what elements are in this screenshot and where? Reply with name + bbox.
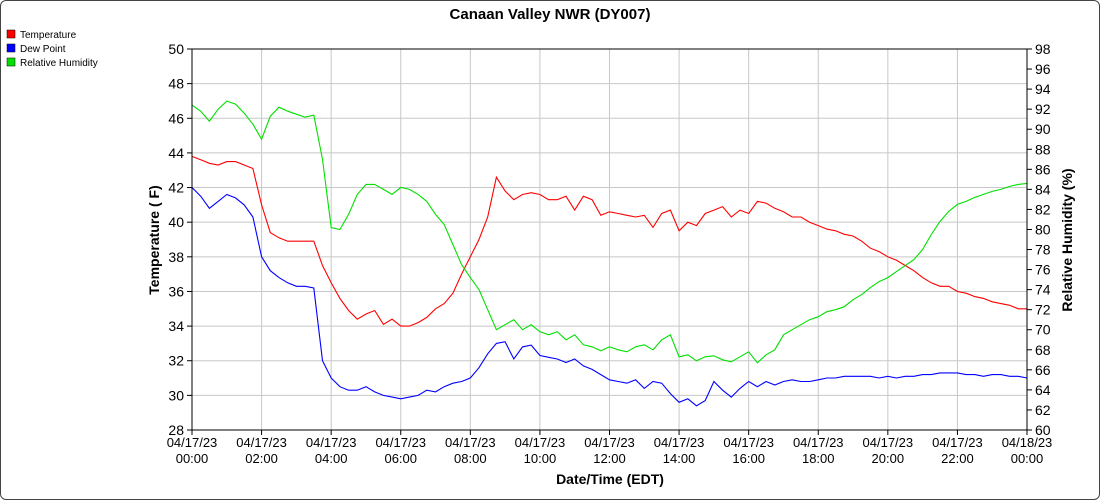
x-tick-time: 00:00 (176, 451, 209, 466)
series-line-dew-point (191, 187, 1028, 407)
x-tick-time: 02:00 (245, 451, 278, 466)
y2-tick-label: 86 (1035, 161, 1051, 177)
y2-tick-label: 64 (1035, 382, 1051, 398)
y-tick-label: 30 (168, 387, 184, 403)
y2-tick-label: 66 (1035, 362, 1051, 378)
x-tick-time: 14:00 (663, 451, 696, 466)
y-tick-label: 28 (168, 422, 184, 438)
series-lines (191, 100, 1028, 407)
x-tick-date: 04/17/23 (863, 435, 914, 450)
x-tick-date: 04/17/23 (375, 435, 426, 450)
legend-label: Temperature (20, 30, 77, 41)
y2-tick-label: 62 (1035, 402, 1051, 418)
y2-tick-label: 72 (1035, 302, 1051, 318)
y2-tick-label: 88 (1035, 141, 1051, 157)
x-tick-date: 04/17/23 (515, 435, 566, 450)
y2-tick-label: 68 (1035, 342, 1051, 358)
x-tick-time: 12:00 (593, 451, 626, 466)
y2-tick-label: 82 (1035, 201, 1051, 217)
x-axis-label: Date/Time (EDT) (556, 471, 664, 487)
legend-label: Dew Point (20, 44, 66, 55)
x-tick-time: 16:00 (732, 451, 765, 466)
y2-tick-label: 84 (1035, 181, 1051, 197)
y2-tick-label: 60 (1035, 422, 1051, 438)
legend-swatch (6, 57, 16, 67)
x-tick-time: 10:00 (524, 451, 557, 466)
y-axis-left: 28 30 32 34 36 38 40 42 44 46 48 50 (168, 41, 192, 438)
x-axis: 04/17/2300:0004/17/2302:0004/17/2304:000… (167, 430, 1053, 466)
y-axis-label: Temperature ( F) (146, 185, 162, 294)
x-tick-time: 00:00 (1011, 451, 1044, 466)
x-tick-date: 04/17/23 (654, 435, 705, 450)
chart-title: Canaan Valley NWR (DY007) (450, 6, 651, 23)
y2-tick-label: 94 (1035, 81, 1051, 97)
x-tick-date: 04/17/23 (793, 435, 844, 450)
y-tick-label: 34 (168, 318, 184, 334)
y2-tick-label: 74 (1035, 282, 1051, 298)
y2-axis-label: Relative Humidity (%) (1059, 168, 1075, 311)
x-tick-date: 04/17/23 (306, 435, 357, 450)
y-tick-label: 40 (168, 214, 184, 230)
y2-tick-label: 98 (1035, 41, 1051, 57)
y2-tick-label: 90 (1035, 121, 1051, 137)
x-tick-date: 04/17/23 (584, 435, 635, 450)
legend-swatch (6, 43, 16, 53)
x-tick-time: 22:00 (941, 451, 974, 466)
y2-tick-label: 96 (1035, 61, 1051, 77)
x-tick-date: 04/17/23 (932, 435, 983, 450)
x-tick-date: 04/17/23 (445, 435, 496, 450)
legend-swatch (6, 29, 16, 39)
y-tick-label: 36 (168, 283, 184, 299)
y2-tick-label: 80 (1035, 221, 1051, 237)
y-tick-label: 46 (168, 110, 184, 126)
y-tick-label: 48 (168, 76, 184, 92)
x-tick-time: 08:00 (454, 451, 487, 466)
series-line-temperature (191, 155, 1027, 327)
x-tick-date: 04/17/23 (723, 435, 774, 450)
x-tick-time: 18:00 (802, 451, 835, 466)
y2-tick-label: 92 (1035, 101, 1051, 117)
x-tick-time: 06:00 (384, 451, 417, 466)
x-tick-date: 04/17/23 (236, 435, 287, 450)
x-tick-date: 04/17/23 (167, 435, 218, 450)
legend-label: Relative Humidity (20, 58, 98, 69)
y2-tick-label: 78 (1035, 242, 1051, 258)
y-tick-label: 38 (168, 249, 184, 265)
y-tick-label: 50 (168, 41, 184, 57)
y-tick-label: 42 (168, 180, 184, 196)
series-line-relative-humidity (191, 100, 1028, 364)
y2-tick-label: 70 (1035, 322, 1051, 338)
x-tick-time: 04:00 (315, 451, 348, 466)
y-tick-label: 32 (168, 353, 184, 369)
y-axis-right: 60 62 64 66 68 70 72 74 76 78 80 82 84 86 88 90 92 94 96 98 (1027, 41, 1051, 438)
legend: Temperature Dew Point Relative Humidity (6, 29, 98, 69)
grid (191, 48, 1028, 431)
y2-tick-label: 76 (1035, 262, 1051, 278)
x-tick-time: 20:00 (872, 451, 905, 466)
y-tick-label: 44 (168, 145, 184, 161)
x-tick-date: 04/18/23 (1002, 435, 1053, 450)
